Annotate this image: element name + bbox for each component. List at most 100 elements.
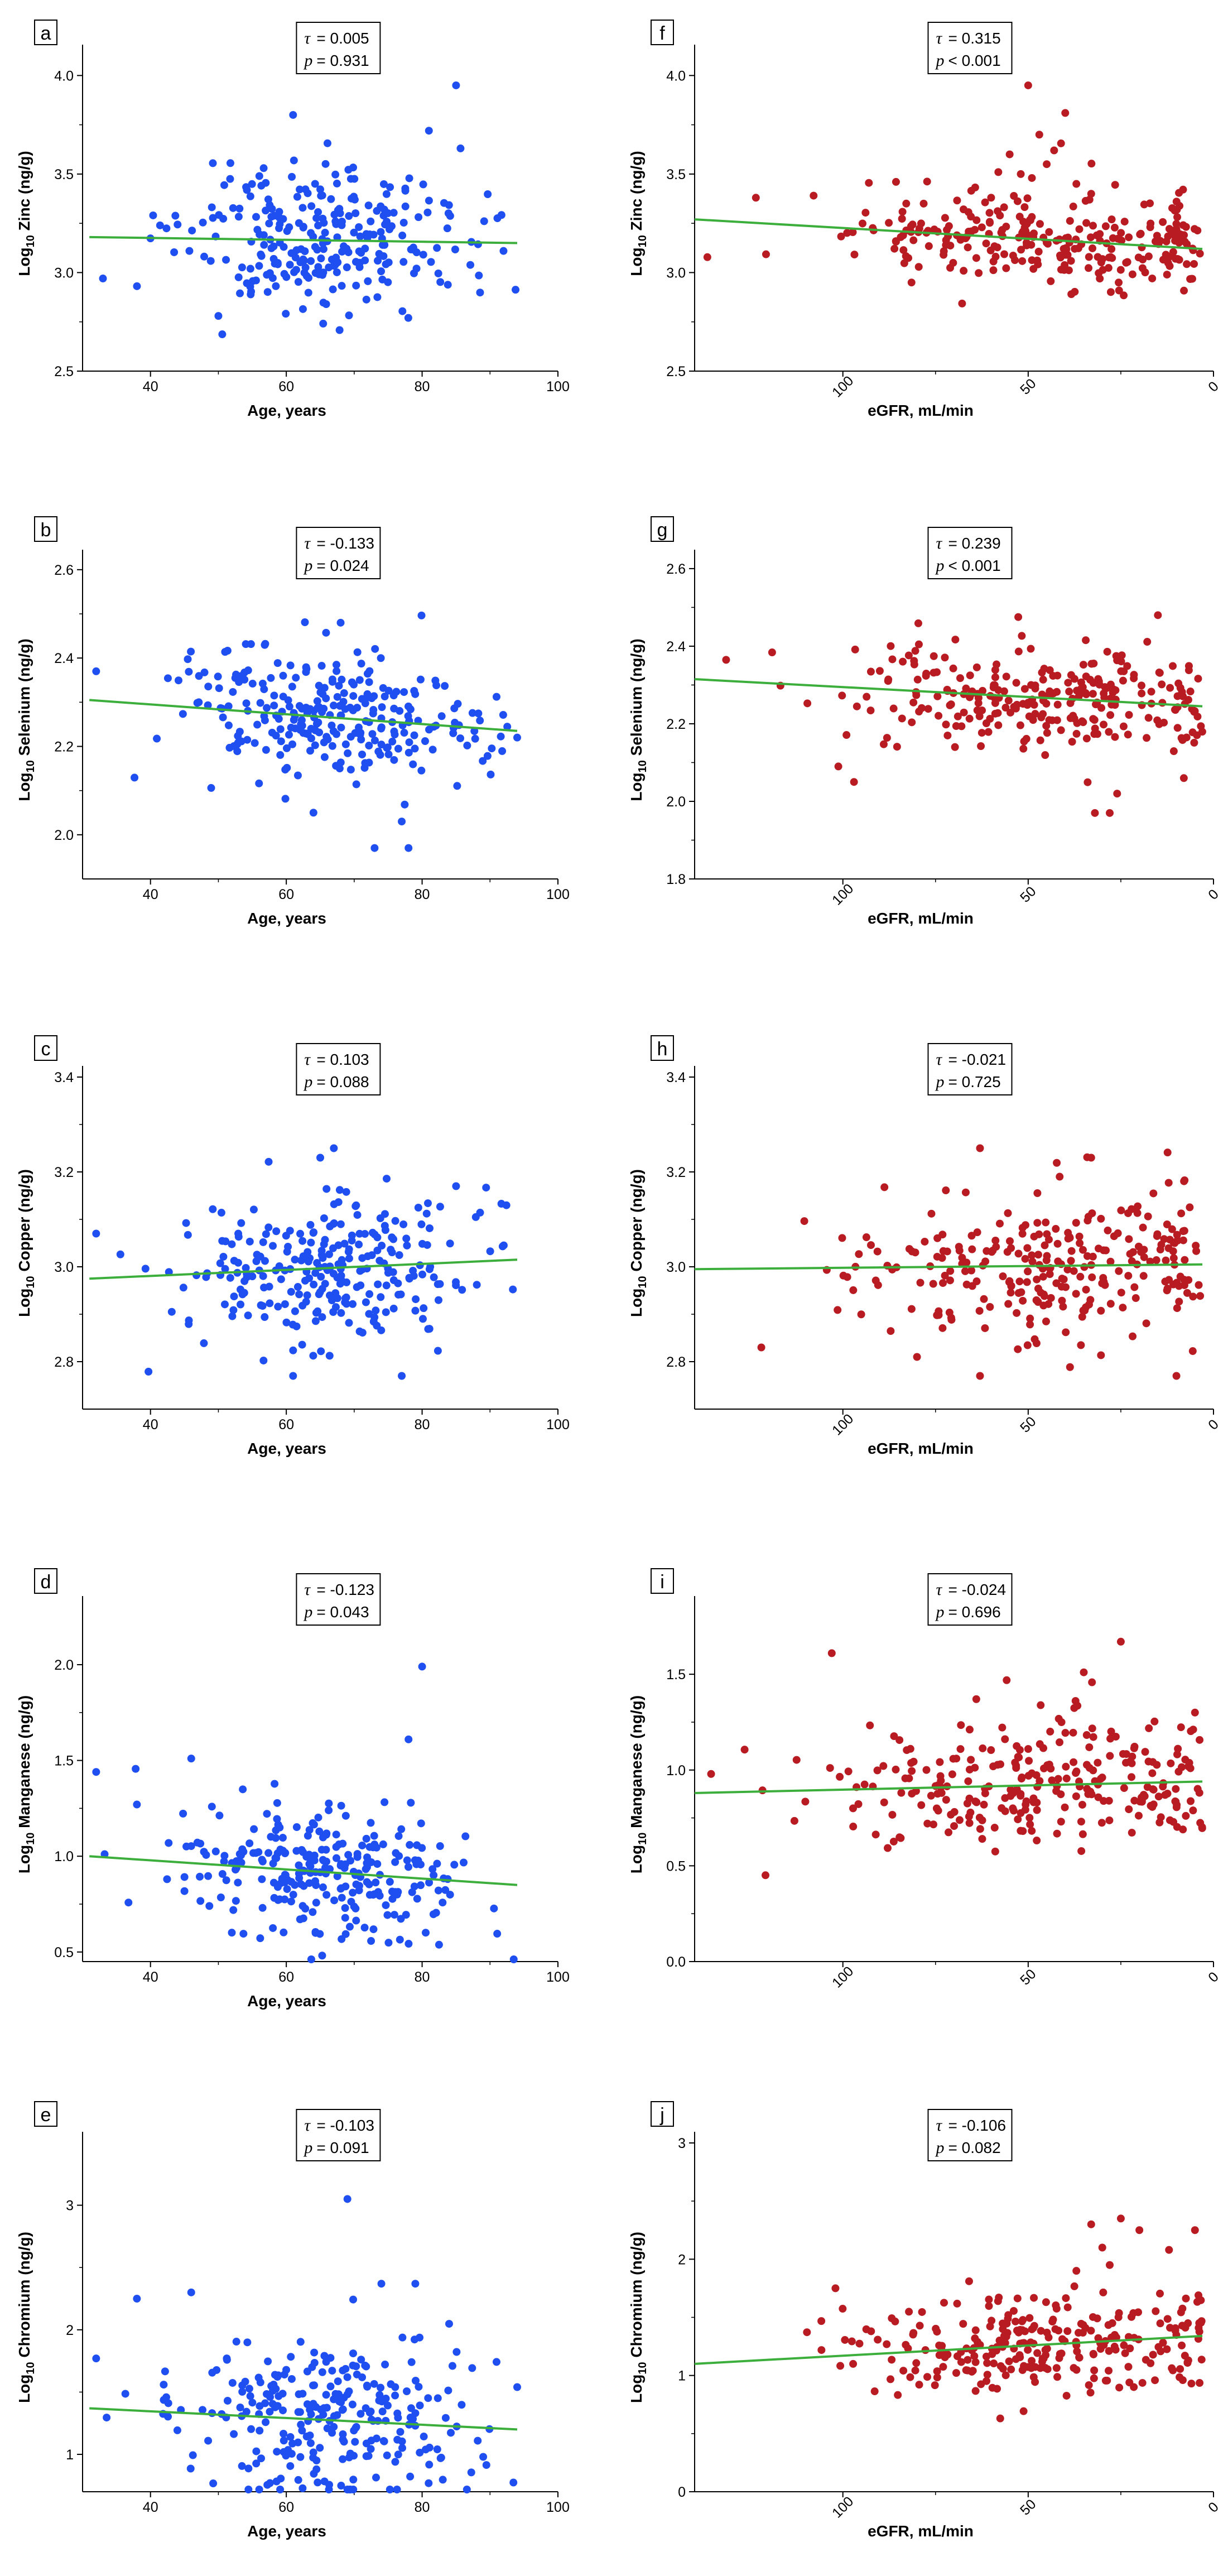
scatter-point (1062, 2294, 1070, 2303)
scatter-point (294, 2476, 302, 2484)
scatter-point (378, 703, 386, 712)
scatter-point (394, 2414, 402, 2422)
scatter-point (967, 213, 975, 221)
p-symbol: p (935, 2138, 945, 2157)
scatter-point (1058, 1275, 1066, 1283)
regression-line (89, 1855, 518, 1886)
scatter-point (416, 2448, 424, 2457)
scatter-point (879, 1762, 888, 1770)
scatter-point (1014, 647, 1023, 656)
scatter-point (817, 2317, 826, 2325)
scatter-point (1036, 220, 1044, 228)
scatter-point (311, 741, 319, 749)
scatter-point (266, 1299, 274, 1308)
scatter-point (946, 263, 955, 272)
scatter-point (459, 1858, 468, 1867)
scatter-point (1014, 613, 1023, 621)
scatter-point (315, 681, 323, 690)
scatter-point (989, 266, 998, 275)
scatter-point (837, 232, 845, 241)
scatter-point (252, 276, 260, 285)
scatter-point (1124, 1209, 1132, 1217)
scatter-point (470, 727, 479, 736)
scatter-point (1060, 266, 1068, 274)
scatter-point (390, 704, 398, 713)
scatter-point (914, 619, 922, 627)
scatter-point (434, 1347, 442, 1355)
scatter-point (375, 1891, 384, 1900)
scatter-point (1028, 174, 1036, 182)
scatter-point (435, 1940, 443, 1949)
scatter-point (1052, 2304, 1061, 2313)
scatter-point (967, 227, 976, 236)
scatter-point (870, 2387, 879, 2396)
scatter-point (391, 2391, 399, 2400)
scatter-point (244, 1311, 252, 1320)
scatter-point (1012, 679, 1020, 687)
tau-value: = -0.133 (316, 535, 374, 552)
scatter-point (162, 224, 171, 233)
scatter-point (430, 1871, 438, 1880)
scatter-point (1163, 271, 1171, 279)
scatter-point (416, 675, 425, 684)
scatter-point (1004, 1209, 1012, 1217)
scatter-points (707, 1637, 1206, 1880)
scatter-point (993, 243, 1001, 252)
scatter-point (251, 739, 259, 747)
x-tick-label: 40 (143, 1969, 158, 1985)
scatter-point (995, 1219, 1004, 1228)
scatter-point (353, 1211, 362, 1219)
scatter-point (1037, 2327, 1045, 2335)
scatter-point (368, 730, 377, 738)
scatter-point (978, 1835, 986, 1843)
scatter-point (239, 1785, 247, 1794)
scatter-point (1167, 1759, 1175, 1767)
scatter-point (373, 293, 382, 301)
scatter-point (266, 2407, 274, 2416)
y-tick-label: 2.6 (54, 563, 74, 578)
scatter-point (418, 1239, 426, 1248)
scatter-point (1023, 194, 1032, 203)
scatter-point (924, 705, 932, 713)
scatter-point (404, 1940, 413, 1948)
scatter-point (1176, 201, 1184, 210)
scatter-point (280, 1928, 288, 1936)
scatter-point (850, 251, 859, 259)
y-axis-title: Log10 Zinc (ng/g) (628, 151, 649, 276)
scatter-point (1107, 215, 1116, 224)
scatter-point (1066, 217, 1074, 225)
scatter-point (1111, 1732, 1120, 1741)
scatter-point (261, 2399, 269, 2407)
scatter-point (298, 2426, 306, 2435)
scatter-point (377, 267, 386, 276)
y-tick-label: 1.5 (54, 1753, 74, 1769)
scatter-point (1106, 253, 1115, 261)
scatter-point (1045, 228, 1053, 236)
scatter-point (893, 743, 901, 751)
scatter-point (1184, 1276, 1193, 1284)
scatter-point (370, 2380, 378, 2388)
scatter-point (1182, 1811, 1190, 1820)
scatter-point (333, 233, 341, 242)
scatter-point (1106, 711, 1115, 719)
scatter-point (790, 1816, 798, 1825)
scatter-point (1116, 2214, 1125, 2223)
scatter-point (973, 1228, 981, 1237)
scatter-point (200, 252, 208, 261)
scatter-point (838, 691, 846, 700)
scatter-point (311, 180, 319, 188)
panel-letter: b (41, 520, 51, 541)
tau-symbol: τ (936, 29, 943, 47)
scatter-point (967, 186, 975, 195)
scatter-point (480, 217, 488, 225)
scatter-point (293, 1283, 302, 1291)
y-tick-label: 2.4 (54, 651, 74, 666)
scatter-point (890, 244, 899, 253)
scatter-point (349, 1300, 357, 1308)
scatter-point (1038, 690, 1046, 699)
scatter-point (301, 263, 310, 272)
scatter-point (257, 2454, 266, 2463)
scatter-point (956, 674, 964, 683)
tau-symbol: τ (936, 2116, 943, 2135)
scatter-point (348, 1237, 356, 1245)
